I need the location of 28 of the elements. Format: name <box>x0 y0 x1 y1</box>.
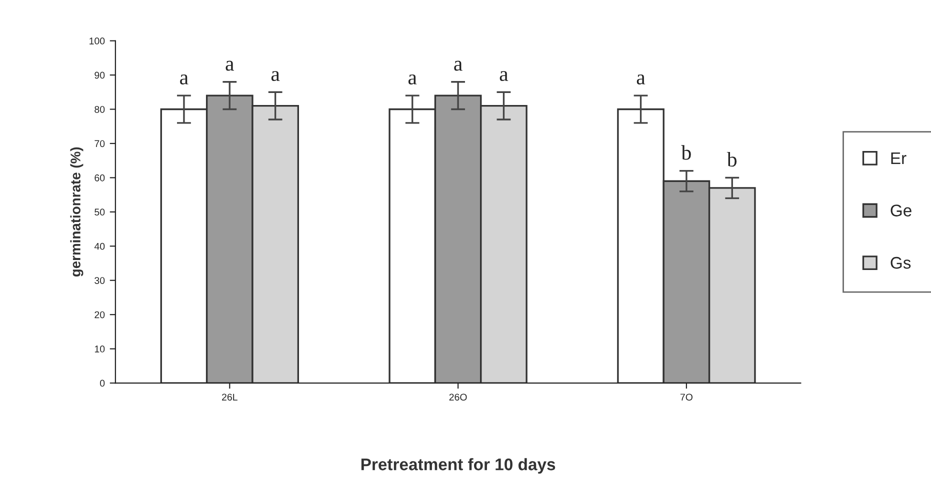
y-tick-label: 40 <box>94 242 105 250</box>
data-label: b <box>681 145 691 160</box>
legend-label: Gs <box>890 256 911 269</box>
legend-label: Er <box>891 152 906 164</box>
x-axis-title: Pretreatment for 10 days <box>361 458 556 474</box>
y-axis-title: germinationrate (%) <box>70 147 84 277</box>
data-label: a <box>180 74 188 84</box>
y-tick-label: 50 <box>94 208 105 216</box>
x-tick-label: 26L <box>222 394 238 401</box>
data-label: a <box>454 60 462 71</box>
y-tick-label: 80 <box>94 106 105 113</box>
data-label: a <box>500 71 508 82</box>
y-tick-label: 70 <box>94 140 105 148</box>
y-tick-label: 10 <box>94 346 105 352</box>
data-label: a <box>271 71 280 82</box>
y-tick-label: 20 <box>94 311 105 318</box>
x-tick-label: 7O <box>680 394 692 401</box>
data-label: b <box>726 152 737 167</box>
y-tick-label: 30 <box>94 277 105 284</box>
y-tick-label: 0 <box>100 380 105 387</box>
legend-label: Ge <box>890 204 912 216</box>
data-label: a <box>226 60 234 71</box>
y-tick-label: 100 <box>90 38 105 44</box>
data-label: a <box>408 74 417 84</box>
data-label: a <box>636 74 646 84</box>
y-tick-label: 60 <box>94 174 105 182</box>
x-tick-label: 26O <box>449 394 467 401</box>
y-tick-label: 90 <box>94 72 105 79</box>
